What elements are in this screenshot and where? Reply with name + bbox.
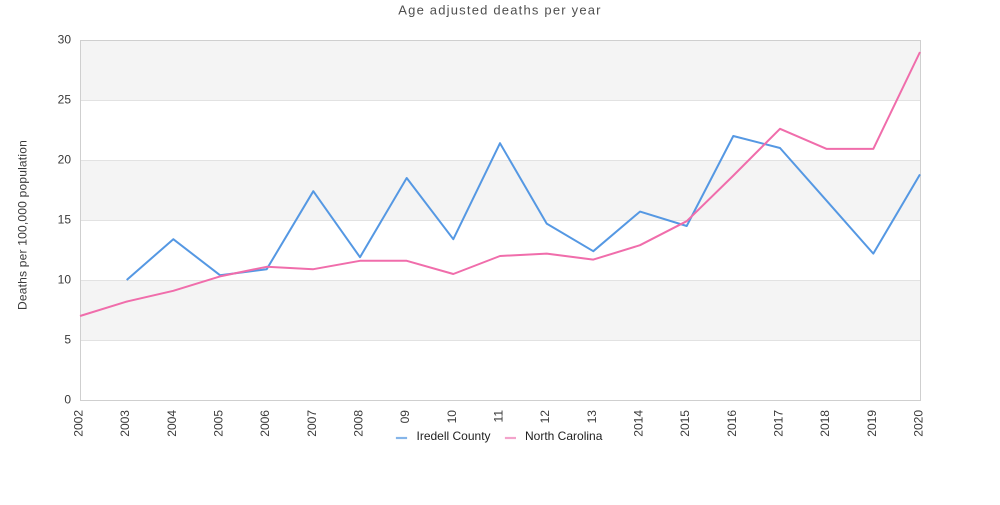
svg-text:North Carolina: North Carolina — [525, 429, 603, 443]
svg-text:2003: 2003 — [118, 410, 132, 437]
svg-text:2014: 2014 — [632, 410, 646, 437]
svg-text:11: 11 — [492, 410, 506, 423]
svg-text:30: 30 — [58, 33, 72, 47]
svg-text:2005: 2005 — [212, 410, 226, 437]
svg-text:2008: 2008 — [352, 410, 366, 437]
svg-text:20: 20 — [58, 153, 72, 167]
svg-text:Deaths per 100,000 population: Deaths per 100,000 population — [16, 140, 30, 310]
svg-text:12: 12 — [538, 410, 552, 424]
svg-text:2016: 2016 — [725, 410, 739, 437]
svg-text:2002: 2002 — [72, 410, 86, 437]
svg-text:15: 15 — [58, 213, 72, 227]
svg-text:2020: 2020 — [912, 410, 926, 437]
svg-text:2004: 2004 — [165, 410, 179, 437]
svg-text:Age adjusted deaths per year: Age adjusted deaths per year — [398, 3, 601, 18]
svg-text:2007: 2007 — [305, 410, 319, 437]
svg-text:2018: 2018 — [818, 410, 832, 437]
svg-text:10: 10 — [445, 410, 459, 424]
svg-text:2019: 2019 — [865, 410, 879, 437]
svg-text:13: 13 — [585, 410, 599, 424]
svg-text:0: 0 — [64, 393, 71, 407]
svg-text:2015: 2015 — [678, 410, 692, 437]
svg-text:5: 5 — [64, 333, 71, 347]
svg-text:2017: 2017 — [772, 410, 786, 437]
svg-text:2006: 2006 — [258, 410, 272, 437]
svg-text:Iredell County: Iredell County — [417, 429, 491, 443]
svg-text:09: 09 — [398, 410, 412, 424]
svg-text:10: 10 — [58, 273, 72, 287]
svg-text:25: 25 — [58, 93, 72, 107]
